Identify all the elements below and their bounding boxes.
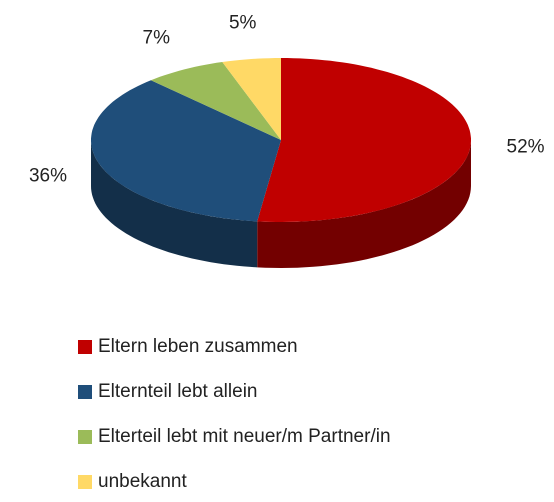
legend-label: Elternteil lebt allein	[98, 381, 257, 402]
legend-swatch	[78, 340, 92, 354]
legend-swatch	[78, 430, 92, 444]
data-label: 7%	[143, 27, 171, 48]
pie-slice	[257, 58, 471, 222]
legend-label: unbekannt	[98, 471, 187, 492]
legend-swatch	[78, 385, 92, 399]
legend-label: Elterteil lebt mit neuer/m Partner/in	[98, 426, 391, 447]
pie-side	[91, 140, 258, 268]
data-label: 5%	[229, 12, 257, 33]
legend-swatch	[78, 475, 92, 489]
legend-label: Eltern leben zusammen	[98, 336, 298, 357]
pie-slice	[222, 58, 281, 140]
pie-slice	[150, 62, 281, 140]
data-label: 52%	[507, 136, 545, 157]
data-label: 36%	[29, 165, 67, 186]
pie-slice	[91, 80, 281, 222]
pie-side	[257, 140, 471, 268]
